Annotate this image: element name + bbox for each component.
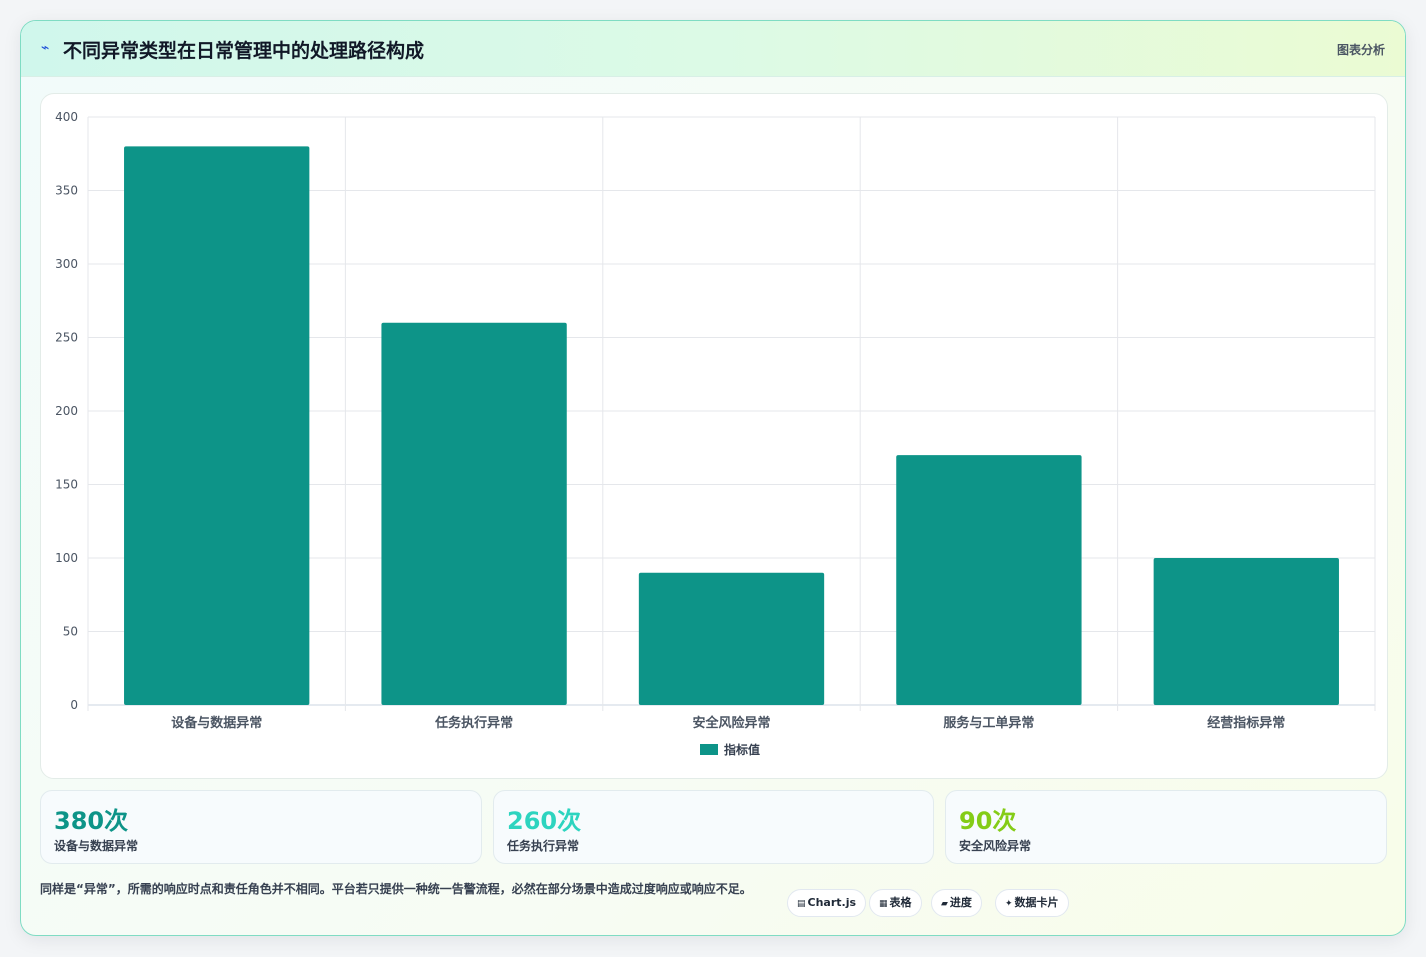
stat-card-2: 260次 任务执行异常	[493, 790, 934, 864]
stat-value: 380次	[54, 807, 129, 835]
sparkle-icon: ✦	[1005, 899, 1013, 909]
legend-label: 指标值	[724, 742, 760, 757]
y-tick-label: 400	[55, 110, 78, 124]
x-tick-label: 经营指标异常	[1207, 715, 1285, 731]
chip-label: 数据卡片	[1014, 896, 1059, 909]
x-tick-label: 服务与工单异常	[943, 715, 1034, 731]
y-tick-label: 350	[55, 184, 78, 198]
card-title: 不同异常类型在日常管理中的处理路径构成	[63, 40, 425, 62]
chip-table[interactable]: ▦ 表格	[869, 889, 922, 917]
stat-value: 260次	[507, 807, 582, 835]
card-header: ⌁ 不同异常类型在日常管理中的处理路径构成 图表分析	[21, 21, 1405, 77]
chip-label: 表格	[889, 896, 912, 909]
bar	[638, 572, 825, 705]
stat-value: 90次	[959, 807, 1017, 835]
chart-icon: ▤	[797, 899, 806, 909]
x-tick-label: 安全风险异常	[692, 715, 770, 731]
footnote: 同样是“异常”，所需的响应时点和责任角色并不相同。平台若只提供一种统一告警流程，…	[40, 882, 752, 896]
y-tick-label: 150	[55, 478, 78, 492]
y-tick-label: 300	[55, 257, 78, 271]
chart-line-icon: ⌁	[41, 40, 50, 56]
chart-panel: 0 50 100 150 200 250 300 350 400 设备与数据异常 任务执行异常 安全风…	[40, 93, 1388, 779]
x-tick-label: 设备与数据异常	[171, 715, 262, 731]
stat-card-1: 380次 设备与数据异常	[40, 790, 482, 864]
legend-swatch	[700, 744, 718, 755]
chip-label: 进度	[949, 896, 972, 909]
bar	[896, 455, 1082, 705]
y-tick-label: 100	[55, 551, 78, 565]
chip-label: Chart.js	[807, 896, 857, 909]
y-tick-label: 0	[70, 698, 78, 712]
x-tick-label: 任务执行异常	[434, 715, 513, 731]
stat-label: 任务执行异常	[507, 839, 580, 853]
bar	[1153, 558, 1339, 705]
chip-progress[interactable]: ▰ 进度	[931, 889, 982, 917]
bar	[124, 146, 310, 705]
chart-analysis-tag: 图表分析	[1336, 43, 1385, 57]
y-tick-label: 200	[55, 404, 78, 418]
y-tick-label: 250	[55, 331, 78, 345]
stat-label: 设备与数据异常	[54, 839, 139, 853]
chip-data-cards[interactable]: ✦ 数据卡片	[995, 889, 1069, 917]
y-tick-label: 50	[63, 625, 78, 639]
stat-label: 安全风险异常	[959, 839, 1032, 853]
progress-icon: ▰	[941, 899, 948, 909]
table-icon: ▦	[879, 899, 888, 909]
chart-card: ⌁ 不同异常类型在日常管理中的处理路径构成 图表分析 0 50 100 150 200 2…	[20, 20, 1406, 936]
chip-chartjs[interactable]: ▤ Chart.js	[787, 889, 867, 917]
bar-chart: 0 50 100 150 200 250 300 350 400 设备与数据异常 任务执行异常 安全风…	[55, 110, 1376, 757]
bar	[381, 322, 567, 705]
stat-card-3: 90次 安全风险异常	[945, 790, 1387, 864]
